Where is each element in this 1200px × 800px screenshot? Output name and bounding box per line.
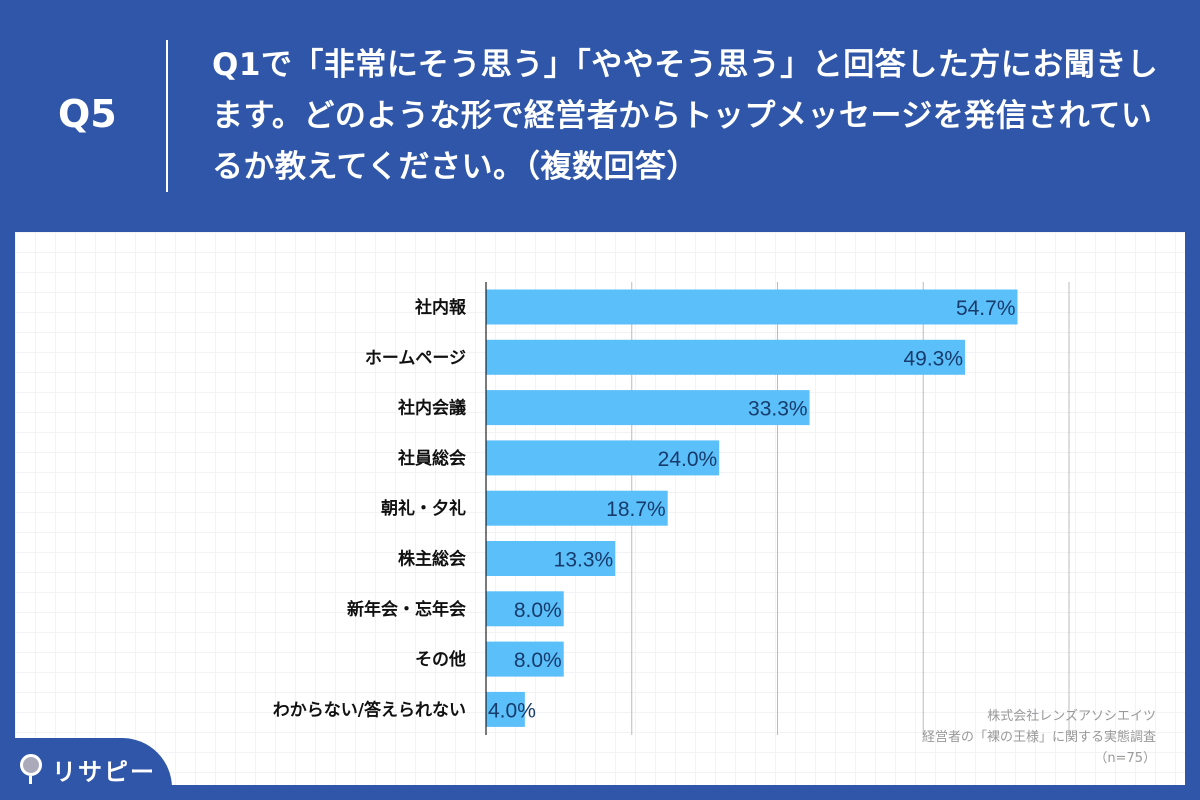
question-number: Q5	[58, 92, 117, 136]
bar	[486, 289, 1018, 325]
value-label: 54.7%	[956, 297, 1016, 320]
divider	[166, 40, 168, 192]
sample-size: （n=75）	[1094, 751, 1156, 766]
bar	[486, 641, 564, 677]
category-label: 朝礼・夕礼	[381, 498, 466, 519]
bar	[486, 691, 525, 727]
category-label: ホームページ	[365, 348, 466, 368]
bar	[486, 339, 966, 375]
value-label: 24.0%	[658, 448, 718, 471]
logo: リサピー	[0, 738, 172, 800]
value-label: 13.3%	[554, 549, 614, 572]
source-company: 株式会社レンズアソシエイツ	[987, 709, 1156, 724]
value-label: 8.0%	[514, 599, 562, 622]
value-label: 8.0%	[514, 649, 562, 672]
logo-text: リサピー	[52, 758, 156, 786]
bar	[486, 440, 720, 476]
category-label: 社内会議	[397, 398, 466, 419]
category-label: 新年会・忘年会	[347, 599, 466, 620]
category-label: 社内報	[414, 297, 467, 318]
bar	[486, 490, 668, 526]
value-label: 33.3%	[748, 398, 808, 421]
question-text: Q1で「非常にそう思う」「ややそう思う」と回答した方にお聞きします。どのような形…	[212, 47, 1159, 185]
value-label: 49.3%	[903, 347, 963, 370]
pin-icon	[20, 754, 42, 784]
source-note: 株式会社レンズアソシエイツ 経営者の「裸の王様」に関する実態調査 （n=75）	[922, 706, 1156, 769]
bar	[486, 390, 810, 426]
source-survey: 経営者の「裸の王様」に関する実態調査	[921, 730, 1156, 745]
category-label: 株主総会	[398, 549, 466, 570]
category-label: 社員総会	[397, 448, 466, 469]
category-label: わからない/答えられない	[273, 699, 466, 720]
category-label: その他	[415, 649, 466, 670]
value-label: 18.7%	[606, 498, 666, 521]
bar	[486, 541, 616, 576]
bar	[486, 591, 564, 627]
value-label: 4.0%	[488, 699, 536, 722]
